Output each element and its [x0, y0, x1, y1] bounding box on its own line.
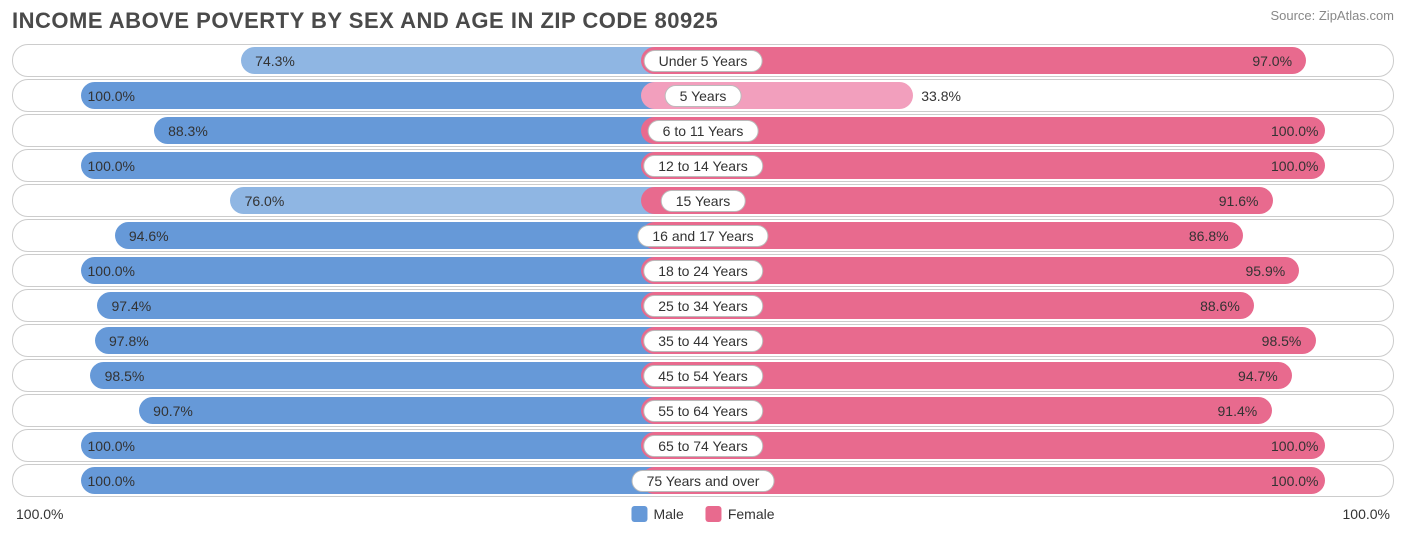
value-label-male: 74.3% — [255, 53, 295, 69]
value-label-male: 100.0% — [88, 88, 135, 104]
category-label: 6 to 11 Years — [648, 120, 759, 142]
chart-title: INCOME ABOVE POVERTY BY SEX AND AGE IN Z… — [12, 8, 718, 34]
category-label: 15 Years — [661, 190, 746, 212]
axis-label-right: 100.0% — [1343, 506, 1390, 522]
category-label: 25 to 34 Years — [643, 295, 763, 317]
legend-swatch-male — [631, 506, 647, 522]
chart-row: 100.0% 100.0% 65 to 74 Years — [12, 429, 1394, 462]
value-label-female: 95.9% — [1245, 263, 1285, 279]
value-label-male: 88.3% — [168, 123, 208, 139]
category-label: 12 to 14 Years — [643, 155, 763, 177]
category-label: 55 to 64 Years — [643, 400, 763, 422]
value-label-male: 100.0% — [88, 263, 135, 279]
value-label-male: 76.0% — [245, 193, 285, 209]
value-label-male: 97.4% — [111, 298, 151, 314]
category-label: 18 to 24 Years — [643, 260, 763, 282]
value-label-male: 97.8% — [109, 333, 149, 349]
value-label-female: 100.0% — [1271, 123, 1318, 139]
chart-row: 90.7% 91.4% 55 to 64 Years — [12, 394, 1394, 427]
legend-item-female: Female — [706, 506, 775, 522]
category-label: 65 to 74 Years — [643, 435, 763, 457]
axis-label-left: 100.0% — [16, 506, 63, 522]
value-label-male: 98.5% — [105, 368, 145, 384]
category-label: 45 to 54 Years — [643, 365, 763, 387]
value-label-female: 91.4% — [1218, 403, 1258, 419]
legend-label-female: Female — [728, 506, 775, 522]
legend: Male Female — [631, 506, 774, 522]
value-label-female: 100.0% — [1271, 438, 1318, 454]
value-label-male: 100.0% — [88, 158, 135, 174]
chart-row: 100.0% 33.8% 5 Years — [12, 79, 1394, 112]
category-label: 75 Years and over — [632, 470, 775, 492]
chart-row: 97.8% 98.5% 35 to 44 Years — [12, 324, 1394, 357]
value-label-female: 100.0% — [1271, 473, 1318, 489]
value-label-female: 94.7% — [1238, 368, 1278, 384]
footer: 100.0% Male Female 100.0% — [12, 503, 1394, 525]
chart-row: 100.0% 100.0% 75 Years and over — [12, 464, 1394, 497]
chart-row: 100.0% 100.0% 12 to 14 Years — [12, 149, 1394, 182]
chart-row: 97.4% 88.6% 25 to 34 Years — [12, 289, 1394, 322]
value-label-female: 88.6% — [1200, 298, 1240, 314]
value-label-female: 97.0% — [1252, 53, 1292, 69]
category-label: 5 Years — [665, 85, 742, 107]
value-label-male: 94.6% — [129, 228, 169, 244]
bars-area: 74.3% 97.0% Under 5 Years 100.0% 33.8% 5 Year… — [12, 44, 1394, 497]
legend-label-male: Male — [653, 506, 683, 522]
value-label-male: 100.0% — [88, 438, 135, 454]
header: INCOME ABOVE POVERTY BY SEX AND AGE IN Z… — [12, 8, 1394, 34]
category-label: 35 to 44 Years — [643, 330, 763, 352]
chart-row: 94.6% 86.8% 16 and 17 Years — [12, 219, 1394, 252]
category-label: 16 and 17 Years — [637, 225, 768, 247]
value-label-female: 100.0% — [1271, 158, 1318, 174]
value-label-female: 91.6% — [1219, 193, 1259, 209]
chart-row: 100.0% 95.9% 18 to 24 Years — [12, 254, 1394, 287]
category-label: Under 5 Years — [644, 50, 763, 72]
source-attribution: Source: ZipAtlas.com — [1270, 8, 1394, 23]
value-label-female: 86.8% — [1189, 228, 1229, 244]
value-label-male: 90.7% — [153, 403, 193, 419]
value-label-female: 98.5% — [1262, 333, 1302, 349]
chart-container: INCOME ABOVE POVERTY BY SEX AND AGE IN Z… — [0, 0, 1406, 559]
chart-row: 76.0% 91.6% 15 Years — [12, 184, 1394, 217]
legend-swatch-female — [706, 506, 722, 522]
chart-row: 98.5% 94.7% 45 to 54 Years — [12, 359, 1394, 392]
value-label-female: 33.8% — [921, 88, 961, 104]
chart-row: 88.3% 100.0% 6 to 11 Years — [12, 114, 1394, 147]
legend-item-male: Male — [631, 506, 683, 522]
chart-row: 74.3% 97.0% Under 5 Years — [12, 44, 1394, 77]
value-label-male: 100.0% — [88, 473, 135, 489]
